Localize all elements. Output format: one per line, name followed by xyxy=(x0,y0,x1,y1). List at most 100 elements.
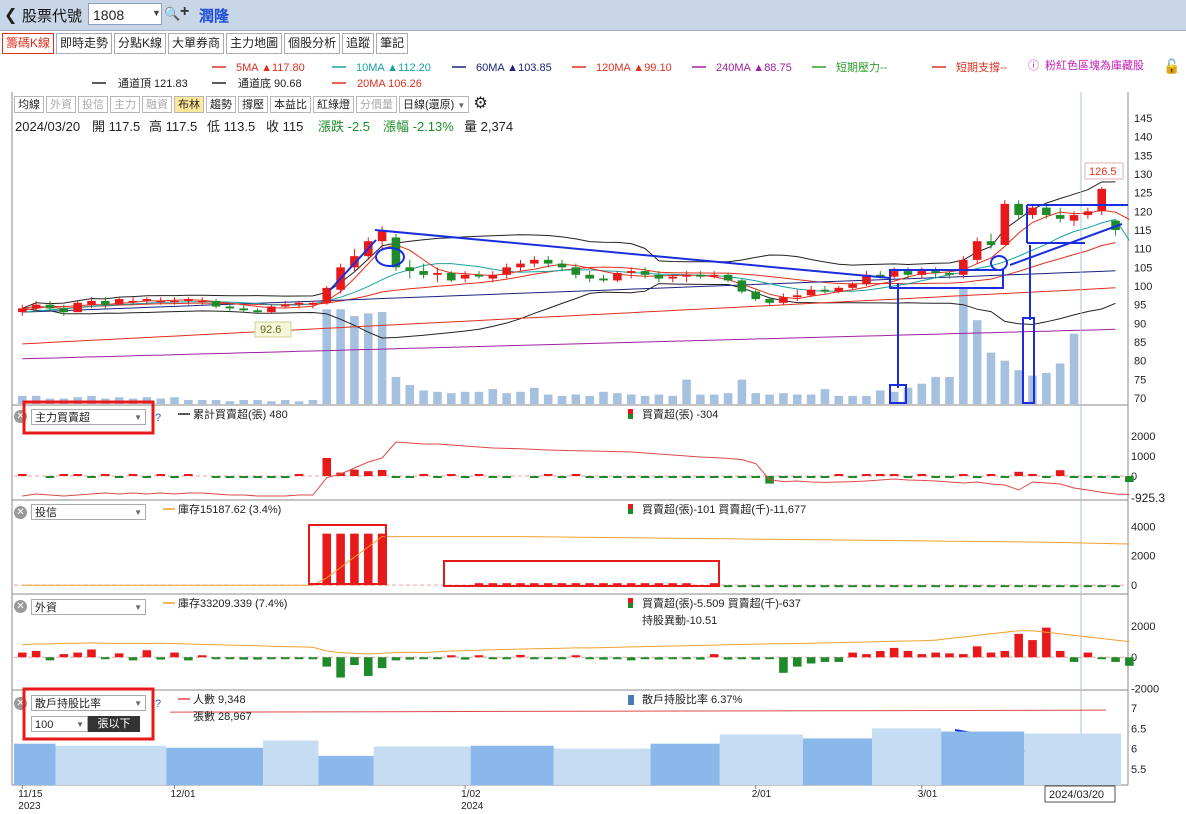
toolbar-trust-button[interactable]: 投信 xyxy=(78,96,108,113)
volume-bar xyxy=(31,395,41,404)
trust-line xyxy=(22,536,1130,586)
retail-step xyxy=(55,745,167,785)
highlight-box-annotation xyxy=(22,687,155,741)
price-tick: 70 xyxy=(1134,393,1146,405)
retail-select[interactable]: 散戶持股比率 ▼ xyxy=(31,695,146,711)
toolbar-trend-button[interactable]: 趨勢 xyxy=(206,96,236,113)
x-axis-label: 12/01 xyxy=(171,789,196,800)
tab-realtime[interactable]: 即時走勢 xyxy=(56,33,113,54)
trust-select[interactable]: 投信 ▼ xyxy=(31,504,146,520)
main-force-bar xyxy=(959,474,968,476)
volume-bar xyxy=(1069,333,1079,404)
trust-bar xyxy=(723,585,733,588)
foreign-bar xyxy=(447,655,456,658)
candle-body xyxy=(433,272,442,275)
tab-track[interactable]: 追蹤 xyxy=(342,33,375,54)
toolbar-ma-button[interactable]: 均線 xyxy=(14,96,44,113)
tab-branch-kline[interactable]: 分點K線 xyxy=(114,33,167,54)
trust-bar xyxy=(792,585,802,588)
close-icon[interactable]: ✕ xyxy=(14,600,27,613)
foreign-bar xyxy=(599,657,608,660)
candle-body xyxy=(447,272,456,281)
volume-bar xyxy=(419,390,428,404)
volume-bar xyxy=(1055,363,1065,404)
main-force-bar xyxy=(87,476,96,478)
legend-band-bottom: 通道底 90.68 xyxy=(238,76,302,90)
main-force-bar xyxy=(433,476,442,478)
period-select[interactable]: 日線(還原) ▼ xyxy=(399,96,470,113)
volume-bar xyxy=(862,395,871,404)
foreign-bar xyxy=(267,657,276,660)
search-icon[interactable]: 🔍 xyxy=(164,6,181,21)
trust-tick: 4000 xyxy=(1131,521,1155,533)
foreign-bar xyxy=(197,655,207,658)
candle-body xyxy=(1028,207,1037,216)
volume-bar xyxy=(585,395,594,404)
tab-chip-kline[interactable]: 籌碼K線 xyxy=(2,33,55,54)
volume-bar xyxy=(516,391,525,404)
add-icon[interactable]: + xyxy=(180,3,190,20)
trust-bar xyxy=(945,585,954,588)
main-force-bar xyxy=(986,474,996,476)
toolbar-support-button[interactable]: 撐壓 xyxy=(238,96,268,113)
main-force-bar xyxy=(779,476,788,478)
x-axis-year: 2023 xyxy=(18,801,41,812)
candle-body xyxy=(1083,211,1093,216)
volume-bar xyxy=(765,394,774,404)
main-force-bar xyxy=(696,476,705,478)
chevron-down-icon: ▼ xyxy=(134,413,142,422)
volume-bar xyxy=(239,399,249,404)
chevron-left-icon[interactable]: ❮ xyxy=(4,7,18,24)
candle-body xyxy=(350,256,359,268)
foreign-bar xyxy=(972,646,982,658)
volume-bar xyxy=(363,313,373,404)
main-force-bar xyxy=(931,476,940,478)
foreign-bar xyxy=(668,657,678,660)
main-force-bar xyxy=(322,458,332,476)
max-price-label: 126.5 xyxy=(1089,166,1117,178)
tab-notes[interactable]: 筆記 xyxy=(376,33,409,54)
toolbar-main-button[interactable]: 主力 xyxy=(110,96,140,113)
threshold-unit: 張以下 xyxy=(88,716,140,732)
volume-bar xyxy=(211,399,221,404)
foreign-tick: -2000 xyxy=(1131,683,1159,695)
toolbar-bollinger-button[interactable]: 布林 xyxy=(174,96,204,113)
gear-icon[interactable]: ⚙ xyxy=(473,95,488,112)
toolbar-foreign-button[interactable]: 外資 xyxy=(46,96,76,113)
main-force-bar xyxy=(917,474,927,476)
trust-bar xyxy=(959,585,968,588)
threshold-select[interactable]: 100 ▼ xyxy=(31,716,88,732)
candle-body xyxy=(571,267,581,275)
foreign-bar xyxy=(18,652,27,658)
volume-bar xyxy=(350,316,359,404)
candle-body xyxy=(557,263,567,268)
trust-bar xyxy=(848,585,857,588)
main-force-bar xyxy=(834,474,844,476)
volume-bar xyxy=(225,401,235,404)
main-force-select[interactable]: 主力買賣超 ▼ xyxy=(31,409,146,425)
volume-bar xyxy=(557,395,567,404)
toolbar-price-volume-button[interactable]: 分價量 xyxy=(356,96,397,113)
foreign-bar xyxy=(640,657,650,660)
candle-body xyxy=(696,274,705,277)
toolbar-pe-button[interactable]: 本益比 xyxy=(270,96,311,113)
close-icon[interactable]: ✕ xyxy=(14,506,27,519)
toolbar-margin-button[interactable]: 融資 xyxy=(142,96,172,113)
foreign-select[interactable]: 外資 ▼ xyxy=(31,599,146,615)
ohlc-volume: 量 2,374 xyxy=(464,119,513,134)
tab-stock-analysis[interactable]: 個股分析 xyxy=(284,33,341,54)
price-tick: 75 xyxy=(1134,374,1146,386)
x-axis-label: 2/01 xyxy=(752,789,772,800)
toolbar-traffic-light-button[interactable]: 紅綠燈 xyxy=(313,96,354,113)
tab-main-map[interactable]: 主力地圖 xyxy=(226,33,283,54)
trust-bar-legend-swatch-up xyxy=(628,504,633,509)
retail-count-line xyxy=(169,709,1107,713)
stock-code-input[interactable]: 1808 xyxy=(88,3,162,25)
main-force-bar xyxy=(876,474,885,476)
x-axis-label: 1/02 xyxy=(461,789,481,800)
volume-bar xyxy=(640,395,650,404)
chevron-down-icon[interactable]: ▼ xyxy=(152,8,161,18)
candle-body xyxy=(668,276,678,279)
foreign-bar xyxy=(585,657,594,660)
tab-big-broker[interactable]: 大單券商 xyxy=(168,33,225,54)
